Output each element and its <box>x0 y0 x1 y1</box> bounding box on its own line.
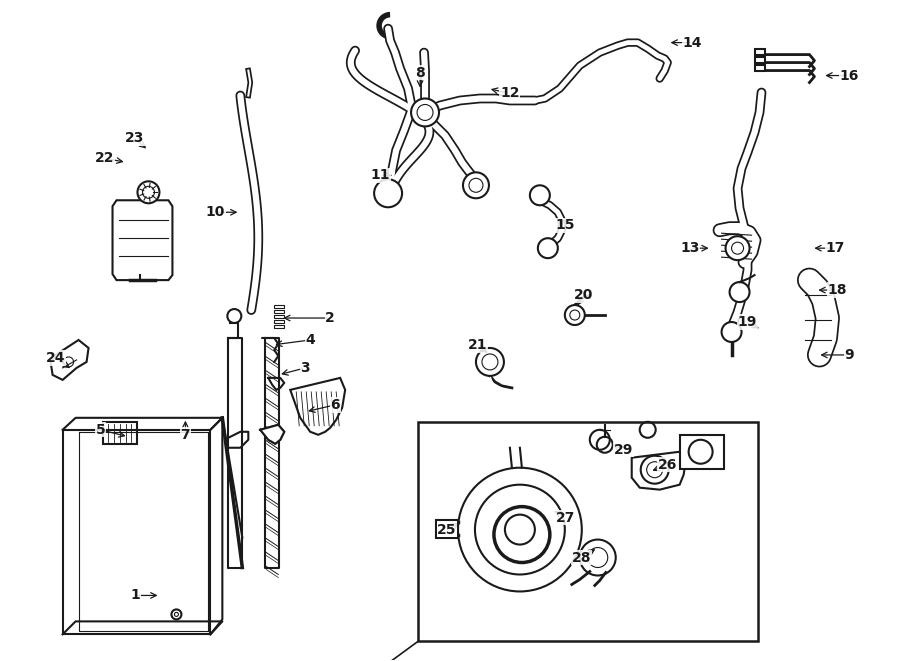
Text: 10: 10 <box>206 206 225 219</box>
Text: 14: 14 <box>683 36 702 50</box>
Circle shape <box>374 179 402 208</box>
Text: 25: 25 <box>437 523 457 537</box>
Bar <box>680 435 724 469</box>
Text: 15: 15 <box>555 218 574 232</box>
Text: 21: 21 <box>468 338 488 352</box>
Polygon shape <box>50 340 88 380</box>
Text: 27: 27 <box>556 510 575 525</box>
Bar <box>418 422 758 641</box>
Circle shape <box>725 236 750 260</box>
Text: 17: 17 <box>825 241 845 255</box>
Bar <box>754 57 764 63</box>
Circle shape <box>458 468 581 592</box>
Circle shape <box>538 238 558 258</box>
Circle shape <box>565 305 585 325</box>
Text: 2: 2 <box>325 311 335 325</box>
Circle shape <box>580 539 616 576</box>
Bar <box>274 315 284 318</box>
Bar <box>436 520 458 537</box>
Text: 23: 23 <box>125 132 144 145</box>
Circle shape <box>641 455 669 484</box>
Polygon shape <box>632 451 686 490</box>
Bar <box>274 310 284 313</box>
Text: 1: 1 <box>130 588 140 602</box>
Circle shape <box>463 173 489 198</box>
Text: 29: 29 <box>614 443 634 457</box>
Text: 4: 4 <box>305 333 315 347</box>
Text: 3: 3 <box>301 361 310 375</box>
Text: 28: 28 <box>572 551 591 564</box>
Circle shape <box>597 437 613 453</box>
Bar <box>274 320 284 323</box>
Text: 22: 22 <box>94 151 114 165</box>
Text: 6: 6 <box>330 398 340 412</box>
Text: 24: 24 <box>46 351 66 365</box>
Circle shape <box>411 98 439 126</box>
Polygon shape <box>290 378 346 435</box>
Text: 19: 19 <box>738 315 757 329</box>
Circle shape <box>722 322 742 342</box>
Bar <box>103 422 138 444</box>
Circle shape <box>730 282 750 302</box>
Text: 9: 9 <box>844 348 854 362</box>
Text: 26: 26 <box>658 457 678 472</box>
Circle shape <box>476 348 504 376</box>
Text: 5: 5 <box>95 423 105 437</box>
Text: 12: 12 <box>500 87 519 100</box>
Text: 7: 7 <box>181 428 190 442</box>
Text: 16: 16 <box>840 69 860 83</box>
Text: 18: 18 <box>828 283 847 297</box>
Text: 13: 13 <box>680 241 699 255</box>
Circle shape <box>138 181 159 204</box>
Text: 20: 20 <box>574 288 593 302</box>
Polygon shape <box>260 425 284 444</box>
Bar <box>754 49 764 55</box>
Bar <box>754 65 764 71</box>
Bar <box>274 305 284 308</box>
Polygon shape <box>112 200 173 280</box>
Circle shape <box>530 185 550 206</box>
Text: 11: 11 <box>371 169 390 182</box>
Bar <box>274 325 284 328</box>
Text: 8: 8 <box>415 65 425 79</box>
